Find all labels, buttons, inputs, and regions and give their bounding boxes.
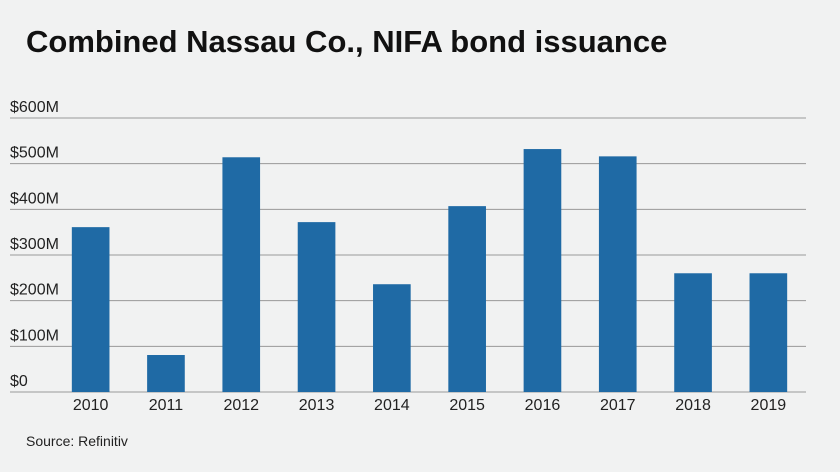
y-tick-label: $100M — [10, 327, 59, 344]
x-tick-label: 2013 — [299, 397, 335, 414]
y-tick-label: $200M — [10, 282, 59, 299]
x-tick-label: 2016 — [525, 397, 561, 414]
x-tick-label: 2011 — [149, 397, 184, 414]
chart-title: Combined Nassau Co., NIFA bond issuance — [26, 24, 667, 59]
bar — [749, 273, 788, 392]
x-tick-label: 2010 — [73, 397, 109, 414]
y-tick-label: $600M — [10, 99, 59, 116]
x-tick-label: 2014 — [374, 397, 410, 414]
x-tick-label: 2019 — [751, 397, 787, 414]
y-tick-label: $300M — [10, 236, 59, 253]
bar — [147, 355, 185, 392]
bar — [674, 273, 712, 392]
x-tick-label: 2012 — [223, 397, 259, 414]
bar — [222, 157, 261, 392]
bar — [297, 222, 336, 392]
source-note: Source: Refinitiv — [26, 433, 128, 449]
bar — [523, 149, 562, 392]
x-tick-label: 2015 — [449, 397, 485, 414]
x-tick-label: 2017 — [600, 397, 636, 414]
x-tick-label: 2018 — [675, 397, 711, 414]
bar — [598, 156, 637, 392]
bar — [448, 206, 486, 392]
y-tick-label: $400M — [10, 190, 59, 207]
bar — [373, 284, 411, 392]
bar — [71, 227, 110, 392]
y-tick-label: $500M — [10, 145, 59, 162]
y-tick-label: $0 — [10, 373, 28, 390]
